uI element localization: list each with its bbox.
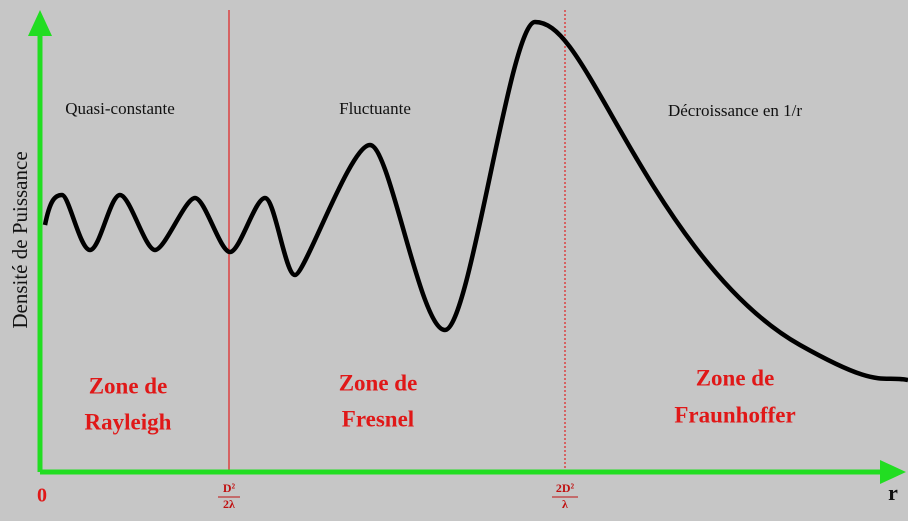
- zone-name: Rayleigh: [85, 409, 172, 434]
- boundary-numerator: 2D²: [556, 481, 575, 495]
- origin-label: 0: [37, 485, 47, 507]
- y-axis-label: Densité de Puissance: [8, 151, 32, 328]
- zone-name: Zone de: [89, 373, 168, 398]
- y-axis-arrow: [28, 10, 52, 36]
- boundary-numerator: D²: [223, 481, 236, 495]
- zone-name: Fresnel: [342, 406, 414, 431]
- zone-behavior: Quasi-constante: [65, 99, 175, 118]
- power-curve: [42, 19, 908, 383]
- zone-name: Zone de: [339, 370, 418, 395]
- zone-behavior: Fluctuante: [339, 99, 411, 118]
- boundary-denominator: 2λ: [223, 497, 235, 511]
- x-axis-arrow: [880, 460, 906, 484]
- zone-name: Zone de: [696, 365, 775, 390]
- zone-name: Fraunhoffer: [674, 402, 795, 427]
- boundary-denominator: λ: [562, 497, 568, 511]
- x-axis-label: r: [888, 480, 898, 505]
- zone-behavior: Décroissance en 1/r: [668, 101, 802, 120]
